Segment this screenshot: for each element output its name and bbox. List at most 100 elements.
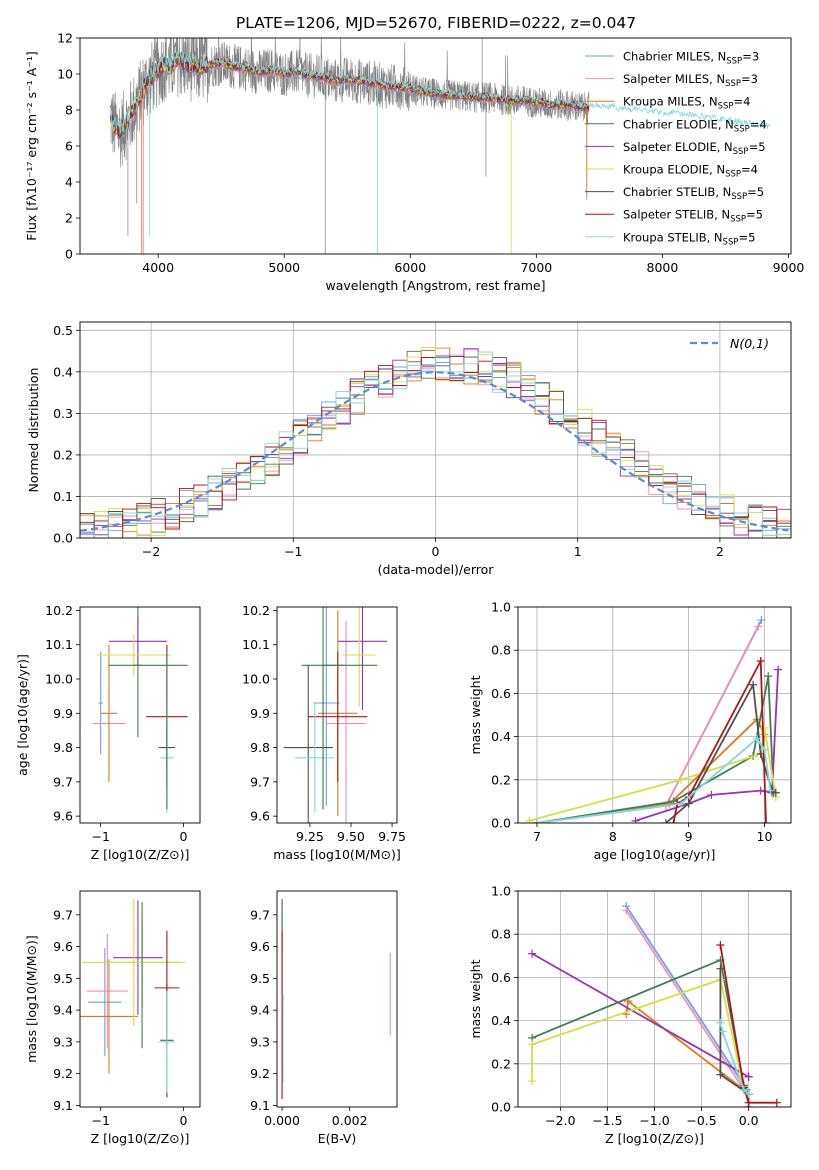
plots-layer: 4000 5000 6000 7000 8000 9000024681012wavelen… (15, 31, 805, 1147)
x-axis-label: mass [log10(M/M⊙)] (273, 847, 401, 862)
legend-n-value: =5 (738, 230, 755, 244)
y-tick-label: 0.4 (491, 729, 511, 744)
legend-entry: Salpeter STELIB, NSSP=5 (623, 208, 763, 225)
weight-marker (677, 775, 686, 784)
legend-series-name: Kroupa STELIB (623, 230, 707, 244)
legend-n-label: , N (709, 72, 725, 86)
axes-mass_vs_ebv: 0.000 0.002 9.1 9.2 9.3 9.4 9.5 9.6 9.7 E(B-V) (250, 890, 398, 1146)
y-tick-label: 9.8 (250, 740, 270, 755)
y-tick-label: 9.6 (53, 809, 73, 824)
x-tick-label: 0 (179, 1113, 187, 1128)
x-tick-label: 9.25 (296, 829, 324, 844)
legend-n-label: , N (717, 140, 733, 154)
x-tick-label: 0 (179, 829, 187, 844)
weight-marker (716, 1018, 725, 1027)
y-tick-label: 10 (57, 67, 73, 82)
y-tick-label: 9.7 (250, 907, 270, 922)
y-axis-label: Flux [fλ10⁻¹⁷ erg cm⁻² s⁻¹ A⁻¹] (24, 51, 39, 240)
y-tick-label: 10.2 (242, 603, 270, 618)
legend-n-value: =4 (750, 117, 767, 131)
weight-marker (622, 906, 631, 915)
weight-marker (525, 816, 534, 823)
plot-area-age_vs_mass (283, 607, 388, 823)
x-tick-label: 8000 (647, 260, 679, 275)
weight-marker (528, 1077, 537, 1086)
y-axis-label: age [log10(age/yr)] (15, 654, 30, 776)
plot-area-mass_vs_Z (80, 898, 186, 1098)
x-tick-label: 4000 (142, 260, 174, 275)
x-tick-label: −1.0 (639, 1113, 669, 1128)
y-tick-label: 9.6 (53, 939, 73, 954)
plot-area-mass_vs_ebv (281, 898, 391, 1100)
weight-marker (771, 788, 780, 797)
legend-n-label: , N (709, 163, 725, 177)
legend-series-name: Chabrier STELIB (623, 185, 715, 199)
y-tick-label: 0.8 (491, 927, 511, 942)
legend-series-name: Salpeter MILES (623, 72, 709, 86)
weight-marker (760, 723, 769, 732)
legend-n-value: =4 (733, 95, 750, 109)
legend-n-label: , N (710, 50, 726, 64)
y-tick-label: 10.0 (242, 672, 270, 687)
y-axis-label: mass weight (468, 675, 483, 754)
legend-n-subscript: SSP (725, 79, 741, 89)
axes-frame (276, 606, 398, 824)
y-tick-label: 9.3 (53, 1034, 73, 1049)
y-tick-label: 0.0 (491, 816, 511, 831)
weight-marker (760, 745, 769, 754)
legend-n-subscript: SSP (718, 102, 734, 112)
x-tick-label: 1 (574, 544, 582, 559)
legend-series-name: Salpeter STELIB (623, 208, 714, 222)
y-tick-label: 0.4 (53, 364, 73, 379)
y-tick-label: 9.9 (53, 706, 73, 721)
y-tick-label: 9.6 (250, 939, 270, 954)
weight-marker (757, 615, 766, 624)
y-tick-label: 10.0 (45, 672, 73, 687)
legend-n-subscript: SSP (731, 192, 747, 202)
x-axis-label: Z [log10(Z/Z⊙)] (91, 1131, 190, 1146)
legend-n-subscript: SSP (726, 57, 742, 67)
weight-marker (707, 790, 716, 799)
plot-area-spectrum (109, 38, 771, 254)
y-tick-label: 0.2 (491, 772, 511, 787)
legend-entry: Salpeter ELODIE, NSSP=5 (623, 140, 766, 157)
y-tick-label: 9.7 (53, 907, 73, 922)
axes-frame (517, 890, 792, 1108)
gaussian-curve (80, 371, 789, 532)
axes-weight_vs_Z: −2.0 −1.5 −1.0 −0.5 0.0 0.0 0.2 0.4 0.6 0.8 1.0 Z [… (468, 884, 792, 1146)
legend-entry: Kroupa MILES, NSSP=4 (623, 95, 750, 112)
legend-n-subscript: SSP (725, 170, 741, 180)
y-tick-label: 9.3 (250, 1034, 270, 1049)
weight-marker (716, 964, 725, 973)
axes-frame (79, 321, 792, 539)
y-tick-label: 10.1 (45, 637, 73, 652)
axes-residuals: −2 −1 0 1 2 0.0 0.1 0.2 0.3 0.4 0.5 (data-model)/er… (26, 321, 792, 577)
weight-line-8 (719, 944, 777, 1104)
plot-area-weight_vs_Z (528, 902, 781, 1107)
y-tick-label: 0.6 (491, 686, 511, 701)
legend-n-subscript: SSP (723, 237, 739, 247)
x-tick-label: 0 (432, 544, 440, 559)
y-tick-label: 9.7 (53, 774, 73, 789)
axes-spectrum: 4000 5000 6000 7000 8000 9000 0 2 4 6 8 10 12 wavelen… (24, 31, 805, 294)
weight-marker (669, 819, 678, 823)
x-tick-label: −2.0 (545, 1113, 575, 1128)
y-tick-label: 0.6 (491, 970, 511, 985)
plot-area-residuals (80, 346, 791, 538)
model-spectrum-9 (109, 50, 771, 135)
x-axis-label: (data-model)/error (378, 562, 495, 577)
legend-entry: Chabrier ELODIE, NSSP=4 (623, 117, 767, 134)
legend-n-label: , N (707, 230, 723, 244)
y-tick-label: 9.1 (53, 1098, 73, 1113)
x-axis-label: Z [log10(Z/Z⊙)] (91, 847, 190, 862)
legend-series-name: Kroupa MILES (623, 95, 702, 109)
y-tick-label: 0.1 (53, 489, 73, 504)
y-tick-label: 0.4 (491, 1013, 511, 1028)
legend-series-name: Chabrier MILES (623, 50, 710, 64)
x-axis-label: wavelength [Angstrom, rest frame] (325, 278, 545, 293)
weight-marker (756, 657, 765, 665)
x-tick-label: 9000 (773, 260, 805, 275)
legend-n-subscript: SSP (733, 147, 749, 157)
axes-frame (79, 606, 201, 824)
